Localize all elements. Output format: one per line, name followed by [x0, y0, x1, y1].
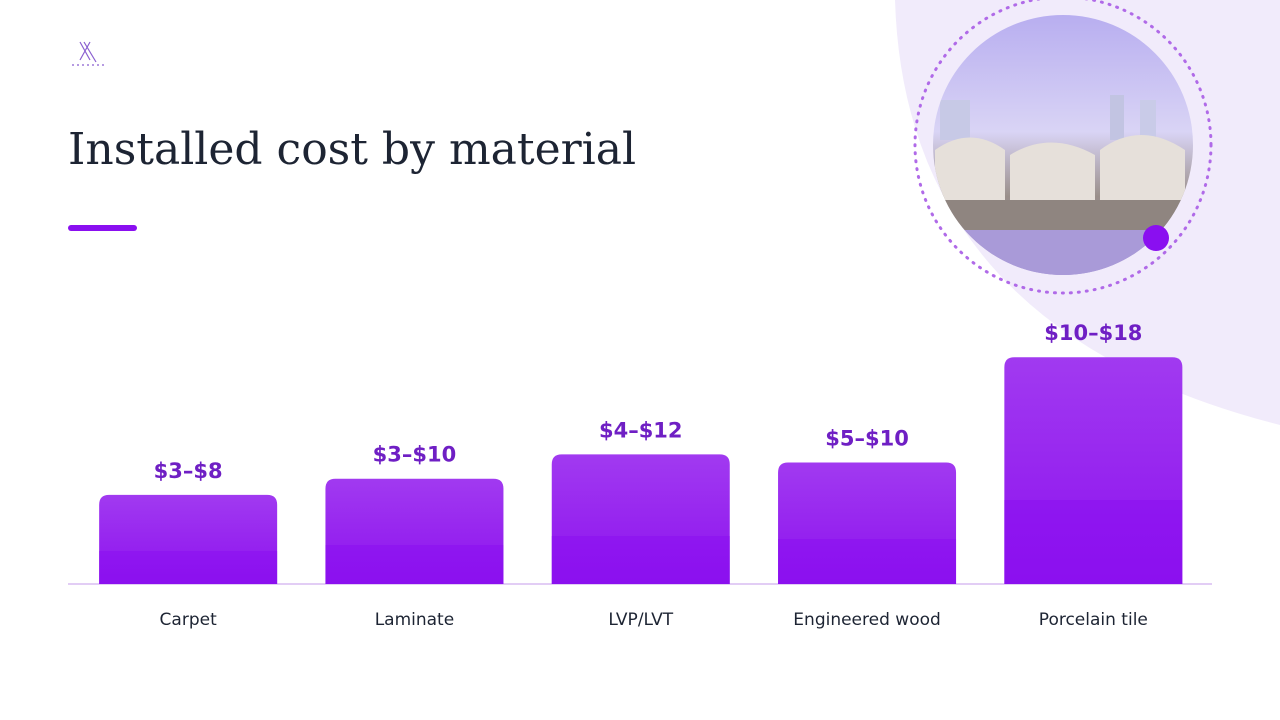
value-label: $10–$18	[1044, 321, 1142, 345]
bar-shade	[551, 536, 730, 584]
dotted-ring	[913, 0, 1213, 295]
bar-shade	[778, 539, 957, 584]
value-label: $4–$12	[599, 418, 683, 442]
value-label: $3–$8	[154, 459, 223, 483]
x-tick-label: Laminate	[375, 610, 455, 630]
x-tick-label: LVP/LVT	[608, 610, 673, 630]
x-tick-label: Porcelain tile	[1039, 610, 1148, 630]
chart-title: Installed cost by material	[68, 124, 636, 175]
bar-shade	[325, 545, 504, 584]
logo	[72, 41, 104, 66]
title-underline	[68, 225, 137, 231]
value-label: $5–$10	[825, 427, 909, 451]
bar-shade	[1004, 500, 1183, 584]
x-tick-label: Engineered wood	[793, 610, 941, 630]
accent-dot	[1143, 225, 1169, 251]
bar-shade	[99, 551, 278, 584]
x-tick-label: Carpet	[160, 610, 218, 630]
value-label: $3–$10	[373, 443, 457, 467]
